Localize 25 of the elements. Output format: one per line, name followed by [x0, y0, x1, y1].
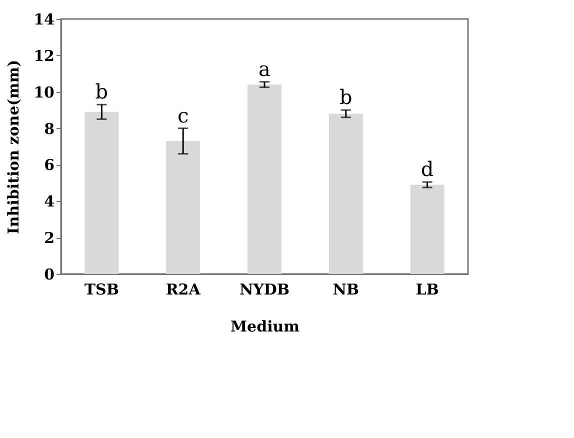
bar: [328, 114, 363, 274]
y-tick-label: 4: [44, 192, 54, 211]
annotation: b: [95, 80, 108, 104]
x-tick-label: LB: [416, 280, 439, 298]
y-tick-label: 6: [44, 156, 54, 174]
y-tick-label: 0: [44, 266, 54, 284]
annotation: a: [258, 56, 271, 81]
annotation: d: [420, 157, 434, 182]
y-tick-label: 8: [44, 120, 54, 138]
x-tick-label: R2A: [166, 280, 201, 298]
x-tick-label: NB: [332, 280, 360, 298]
y-tick-label: 10: [34, 83, 54, 102]
x-axis-title: Medium: [230, 318, 300, 336]
x-tick-label: NYDB: [239, 280, 290, 298]
annotation: c: [178, 103, 189, 128]
y-tick-label: 14: [34, 10, 54, 28]
bar: [248, 84, 282, 274]
bar: [410, 184, 444, 274]
annotation: b: [339, 85, 352, 110]
bar: [166, 141, 200, 274]
y-tick-label: 12: [34, 46, 54, 65]
x-tick-label: TSB: [84, 280, 120, 298]
y-axis-title: Inhibition zone(mm): [4, 60, 23, 234]
y-tick-label: 2: [44, 229, 54, 248]
bar: [84, 112, 119, 274]
